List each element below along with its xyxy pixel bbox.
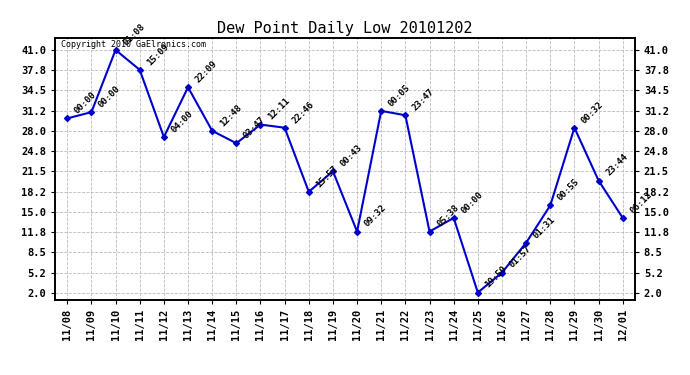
Text: 00:32: 00:32 <box>580 99 605 125</box>
Text: 00:00: 00:00 <box>97 84 122 110</box>
Text: 04:00: 04:00 <box>170 109 195 134</box>
Text: 22:46: 22:46 <box>290 99 315 125</box>
Text: 00:43: 00:43 <box>339 143 364 168</box>
Text: 15:09: 15:09 <box>146 42 170 67</box>
Text: 03:47: 03:47 <box>242 115 267 141</box>
Text: 00:00: 00:00 <box>460 190 484 215</box>
Text: 00:00: 00:00 <box>73 90 98 116</box>
Text: 12:48: 12:48 <box>218 103 243 128</box>
Text: 05:38: 05:38 <box>435 203 460 229</box>
Text: 12:11: 12:11 <box>266 96 291 122</box>
Title: Dew Point Daily Low 20101202: Dew Point Daily Low 20101202 <box>217 21 473 36</box>
Text: 15:57: 15:57 <box>315 164 339 189</box>
Text: 23:47: 23:47 <box>411 87 436 112</box>
Text: 09:32: 09:32 <box>363 203 388 229</box>
Text: 23:44: 23:44 <box>604 152 629 178</box>
Text: 01:31: 01:31 <box>532 214 557 240</box>
Text: 19:50: 19:50 <box>484 264 509 290</box>
Text: 01:08: 01:08 <box>121 22 146 47</box>
Text: 22:09: 22:09 <box>194 59 219 84</box>
Text: Copyright 2010 GaElronics.com: Copyright 2010 GaElronics.com <box>61 40 206 49</box>
Text: 06:12: 06:12 <box>629 190 653 215</box>
Text: 01:57: 01:57 <box>508 244 533 270</box>
Text: 00:05: 00:05 <box>387 83 412 108</box>
Text: 00:55: 00:55 <box>556 177 581 203</box>
